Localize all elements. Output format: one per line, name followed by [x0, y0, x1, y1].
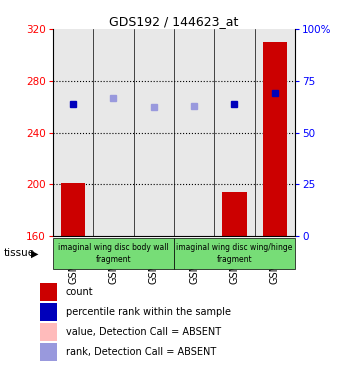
Title: GDS192 / 144623_at: GDS192 / 144623_at [109, 15, 239, 28]
Text: rank, Detection Call = ABSENT: rank, Detection Call = ABSENT [65, 347, 216, 357]
Bar [40, 343, 57, 361]
Text: imaginal wing disc wing/hinge
fragment: imaginal wing disc wing/hinge fragment [176, 243, 293, 264]
Bar [174, 238, 295, 269]
Bar [263, 42, 287, 236]
Text: value, Detection Call = ABSENT: value, Detection Call = ABSENT [65, 327, 221, 337]
Bar [222, 192, 247, 236]
Text: percentile rank within the sample: percentile rank within the sample [65, 307, 231, 317]
Bar [40, 323, 57, 341]
Text: count: count [65, 287, 93, 297]
Text: tissue: tissue [3, 249, 34, 258]
Text: imaginal wing disc body wall
fragment: imaginal wing disc body wall fragment [58, 243, 169, 264]
Bar [40, 303, 57, 321]
Bar [61, 183, 85, 236]
Bar [40, 283, 57, 301]
Text: ▶: ▶ [31, 249, 38, 258]
Bar [53, 238, 174, 269]
